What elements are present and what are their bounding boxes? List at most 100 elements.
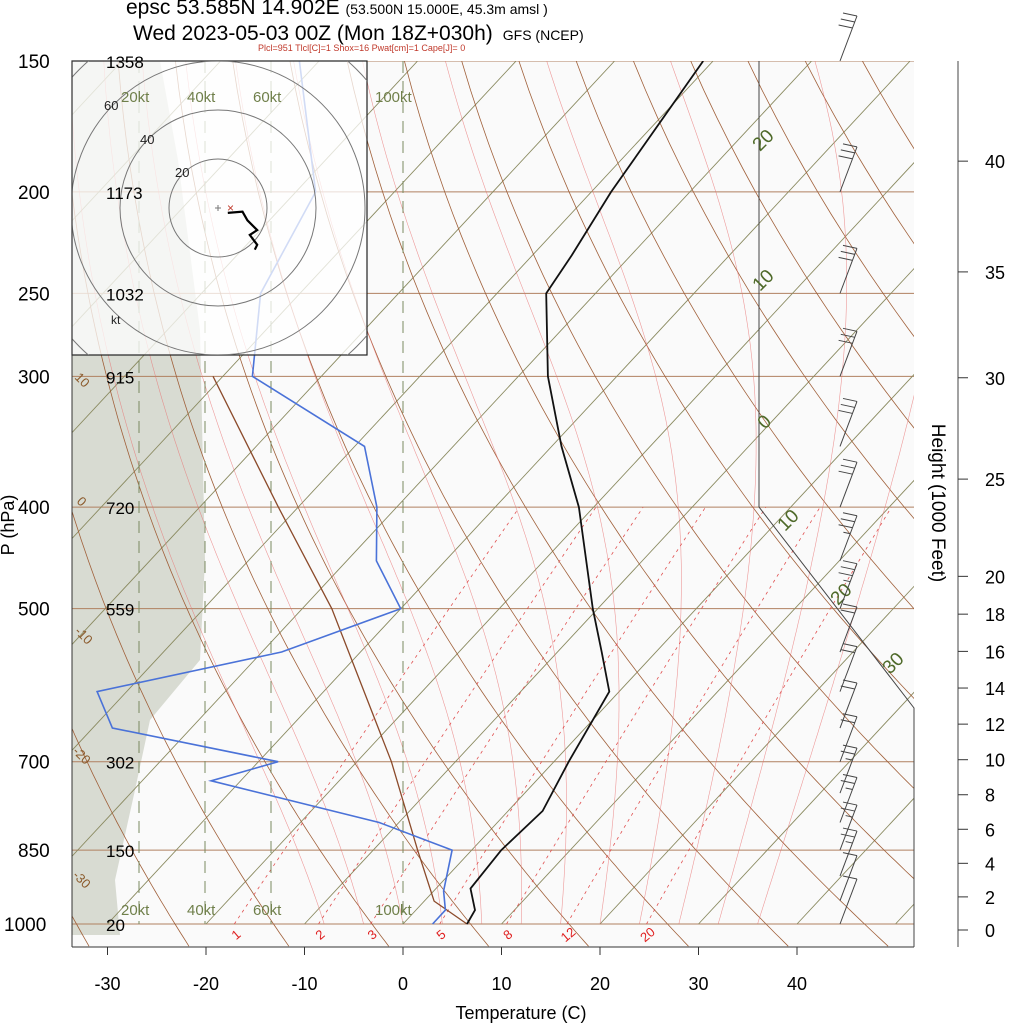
- height-tick-label: 30: [985, 369, 1005, 389]
- wind-barb: [838, 397, 858, 447]
- isotherm-line: [107, 61, 911, 925]
- pressure-label: 150: [18, 52, 50, 73]
- wind-barb: [838, 327, 858, 377]
- pressure-label: 850: [18, 841, 50, 862]
- dry-adiabat: [117, 61, 489, 947]
- height-tick-label: 10: [985, 751, 1005, 771]
- speed-label-bottom: 100kt: [375, 902, 413, 919]
- height-tick-label: 12: [985, 715, 1005, 735]
- wind-barb: [838, 560, 858, 609]
- temperature-curve: [466, 61, 704, 925]
- dry-adiabat: [690, 61, 914, 429]
- hodograph-ring: [119, 109, 317, 307]
- wind-barb: [839, 713, 858, 762]
- dry-adiabat: [72, 510, 290, 947]
- height-tick-label: 20: [985, 567, 1005, 587]
- temperature-tick-label: 0: [398, 974, 408, 994]
- wind-barbs: [838, 12, 858, 925]
- mixing-ratio-line: [233, 506, 520, 925]
- wind-barb: [839, 774, 858, 823]
- height-meter-label: 1173: [106, 184, 143, 203]
- height-meter-label: 20: [106, 916, 125, 935]
- station-name: epsc 53.585N 14.902E: [126, 0, 340, 19]
- station-title: epsc 53.585N 14.902E (53.500N 15.000E, 4…: [126, 0, 548, 20]
- dry-adiabat: [72, 190, 390, 947]
- height-tick-label: 8: [985, 786, 995, 806]
- speed-label-bottom: 60kt: [253, 902, 282, 919]
- isotherm-line: [599, 585, 914, 925]
- pressure-label: 700: [18, 753, 50, 774]
- wind-barb: [838, 512, 858, 561]
- sounding-profiles: [95, 61, 704, 925]
- isotherm-line: [205, 162, 914, 925]
- mixing-ratio-line: [646, 506, 892, 925]
- mixing-ratio-line: [370, 506, 644, 925]
- speed-label-top: 40kt: [187, 89, 216, 106]
- isotherm-line: [72, 61, 714, 752]
- hodograph-ring: [72, 61, 366, 355]
- height-tick-label: 16: [985, 642, 1005, 662]
- isotherm-line: [72, 61, 812, 857]
- moist-adiabat: [185, 61, 443, 925]
- height-tick-label: 40: [985, 152, 1005, 172]
- dry-adiabat: [232, 61, 689, 947]
- wind-barb: [838, 244, 858, 294]
- height-tick-label: 0: [985, 921, 995, 941]
- height-tick-label: 2: [985, 888, 995, 908]
- mixing-ratio-line: [439, 506, 706, 925]
- temperature-tick-label: 40: [787, 974, 807, 994]
- wind-barb: [839, 643, 858, 692]
- y2-axis-title: Height (1000 Feet): [927, 424, 948, 582]
- dry-adiabat: [632, 61, 914, 520]
- pressure-label: 400: [18, 498, 50, 519]
- isotherm-line: [402, 373, 914, 925]
- storm-motion-marker: ×: [227, 201, 234, 215]
- parcel-curve: [212, 376, 468, 925]
- height-meter-label: 720: [106, 499, 134, 518]
- hodograph: × 20 40 60kt: [71, 60, 368, 356]
- ice-shading: [72, 61, 914, 947]
- dry-adiabat: [575, 61, 914, 610]
- speed-label-top: 100kt: [375, 89, 413, 106]
- temperature-tick-label: -30: [94, 974, 120, 994]
- mixing-ratio-line: [506, 506, 767, 925]
- pressure-label: 1000: [4, 915, 46, 936]
- run-title: Wed 2023-05-03 00Z (Mon 18Z+030h) GFS (NC…: [133, 22, 584, 46]
- height-meter-label: 559: [106, 601, 134, 620]
- dry-adiabat: [518, 61, 914, 700]
- speed-label-bottom: 20kt: [121, 902, 150, 919]
- x-axis-title: Temperature (C): [455, 1003, 586, 1023]
- height-tick-label: 25: [985, 470, 1005, 490]
- temperature-tick-label: 30: [688, 974, 708, 994]
- height-tick-label: 6: [985, 820, 995, 840]
- plot-frame: [71, 61, 968, 955]
- dry-adiabat: [174, 61, 589, 947]
- moist-adiabat: [142, 61, 404, 925]
- wind-barb: [839, 603, 858, 653]
- speed-label-bottom: 40kt: [187, 902, 216, 919]
- dewpoint-curve: [95, 61, 454, 925]
- stability-indices: Plcl=951 Tlcl[C]=1 Shox=16 Pwat[cm]=1 Ca…: [258, 43, 466, 53]
- isotherm-line: [304, 267, 914, 925]
- dry-adiabat: [289, 61, 789, 947]
- moist-adiabat: [293, 61, 522, 925]
- hodograph-ring-label: 60: [104, 98, 118, 113]
- moist-adiabat: [72, 110, 325, 925]
- speed-label-top: 60kt: [253, 89, 282, 106]
- hodograph-trace: [227, 210, 259, 251]
- height-meter-label: 1358: [106, 53, 144, 72]
- moist-adiabat: [445, 61, 620, 925]
- dry-adiabat: [346, 61, 889, 947]
- height-meter-label: 302: [106, 754, 134, 773]
- model-name: GFS (NCEP): [502, 27, 584, 43]
- isotherm-line: [72, 61, 615, 646]
- wind-barb: [839, 852, 858, 901]
- height-meter-label: 150: [106, 842, 134, 861]
- moist-adiabat: [103, 61, 364, 925]
- height-meter-label: 1032: [106, 285, 144, 304]
- wind-barb: [838, 458, 858, 508]
- wind-barb: [839, 744, 858, 794]
- hodograph-ring-label: 20: [175, 165, 189, 180]
- hodograph-ring-label: 40: [140, 132, 154, 147]
